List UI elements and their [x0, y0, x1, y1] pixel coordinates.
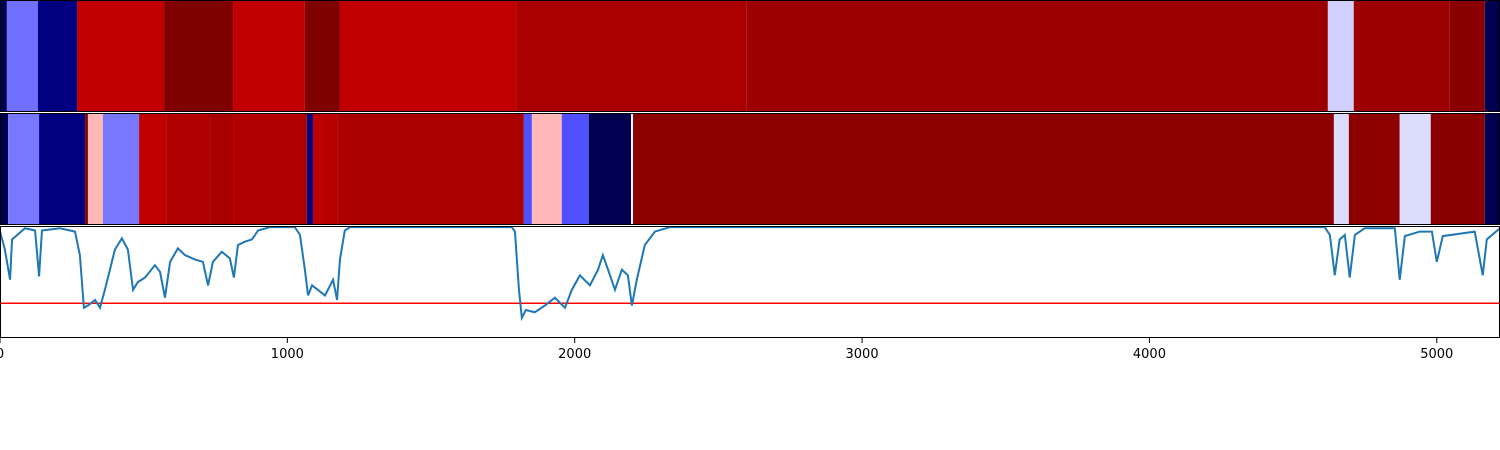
heatmap-cell: [8, 113, 40, 225]
heatmap-cell: [1327, 0, 1354, 112]
heatmap-cell: [1348, 113, 1400, 225]
heatmap-cell: [85, 113, 88, 225]
heatmap-cell: [304, 0, 340, 112]
heatmap-cell: [633, 113, 1334, 225]
heatmap-cell: [561, 113, 589, 225]
heatmap-cell: [87, 113, 103, 225]
panel-frame: [0, 226, 1500, 338]
heatmap-cell: [523, 113, 532, 225]
heatmap-cell: [337, 113, 524, 225]
x-tick-label: 0: [0, 347, 4, 362]
heatmap-cell: [164, 0, 234, 112]
heatmap-cell: [531, 113, 562, 225]
heatmap-cell: [1353, 0, 1450, 112]
x-tick-label: 5000: [1420, 347, 1453, 362]
heatmap-cell: [1449, 0, 1485, 112]
heatmap-cell: [0, 0, 7, 112]
heatmap-cell: [233, 113, 307, 225]
heatmap-cell: [516, 0, 747, 112]
heatmap-cell: [1399, 113, 1431, 225]
heatmap-cell: [1484, 0, 1500, 112]
heatmap-cell: [631, 113, 634, 225]
heatmap-cell: [746, 0, 1328, 112]
heatmap-cell: [77, 0, 165, 112]
heatmap-cell: [0, 113, 9, 225]
heatmap-cell: [102, 113, 140, 225]
heatmap-cell: [339, 0, 517, 112]
heatmap-cell: [588, 113, 632, 225]
heatmap-cell: [166, 113, 211, 225]
heatmap-cell: [306, 113, 313, 225]
heatmap-cell: [6, 0, 38, 112]
heatmap-cell: [1430, 113, 1485, 225]
heatmap-cell: [39, 113, 86, 225]
x-tick-label: 1000: [271, 347, 304, 362]
heatmap-cell: [1333, 113, 1349, 225]
heatmap-cell: [322, 113, 338, 225]
heatmap-cell: [1484, 113, 1500, 225]
heatmap-cell: [139, 113, 167, 225]
heatmap-cell: [312, 113, 323, 225]
heatmap-cell: [210, 113, 234, 225]
data-line: [0, 226, 1500, 322]
x-tick-label: 4000: [1133, 347, 1166, 362]
x-tick-label: 2000: [558, 347, 591, 362]
heatmap-cell: [37, 0, 78, 112]
x-tick-label: 3000: [846, 347, 879, 362]
heatmap-cell: [233, 0, 305, 112]
